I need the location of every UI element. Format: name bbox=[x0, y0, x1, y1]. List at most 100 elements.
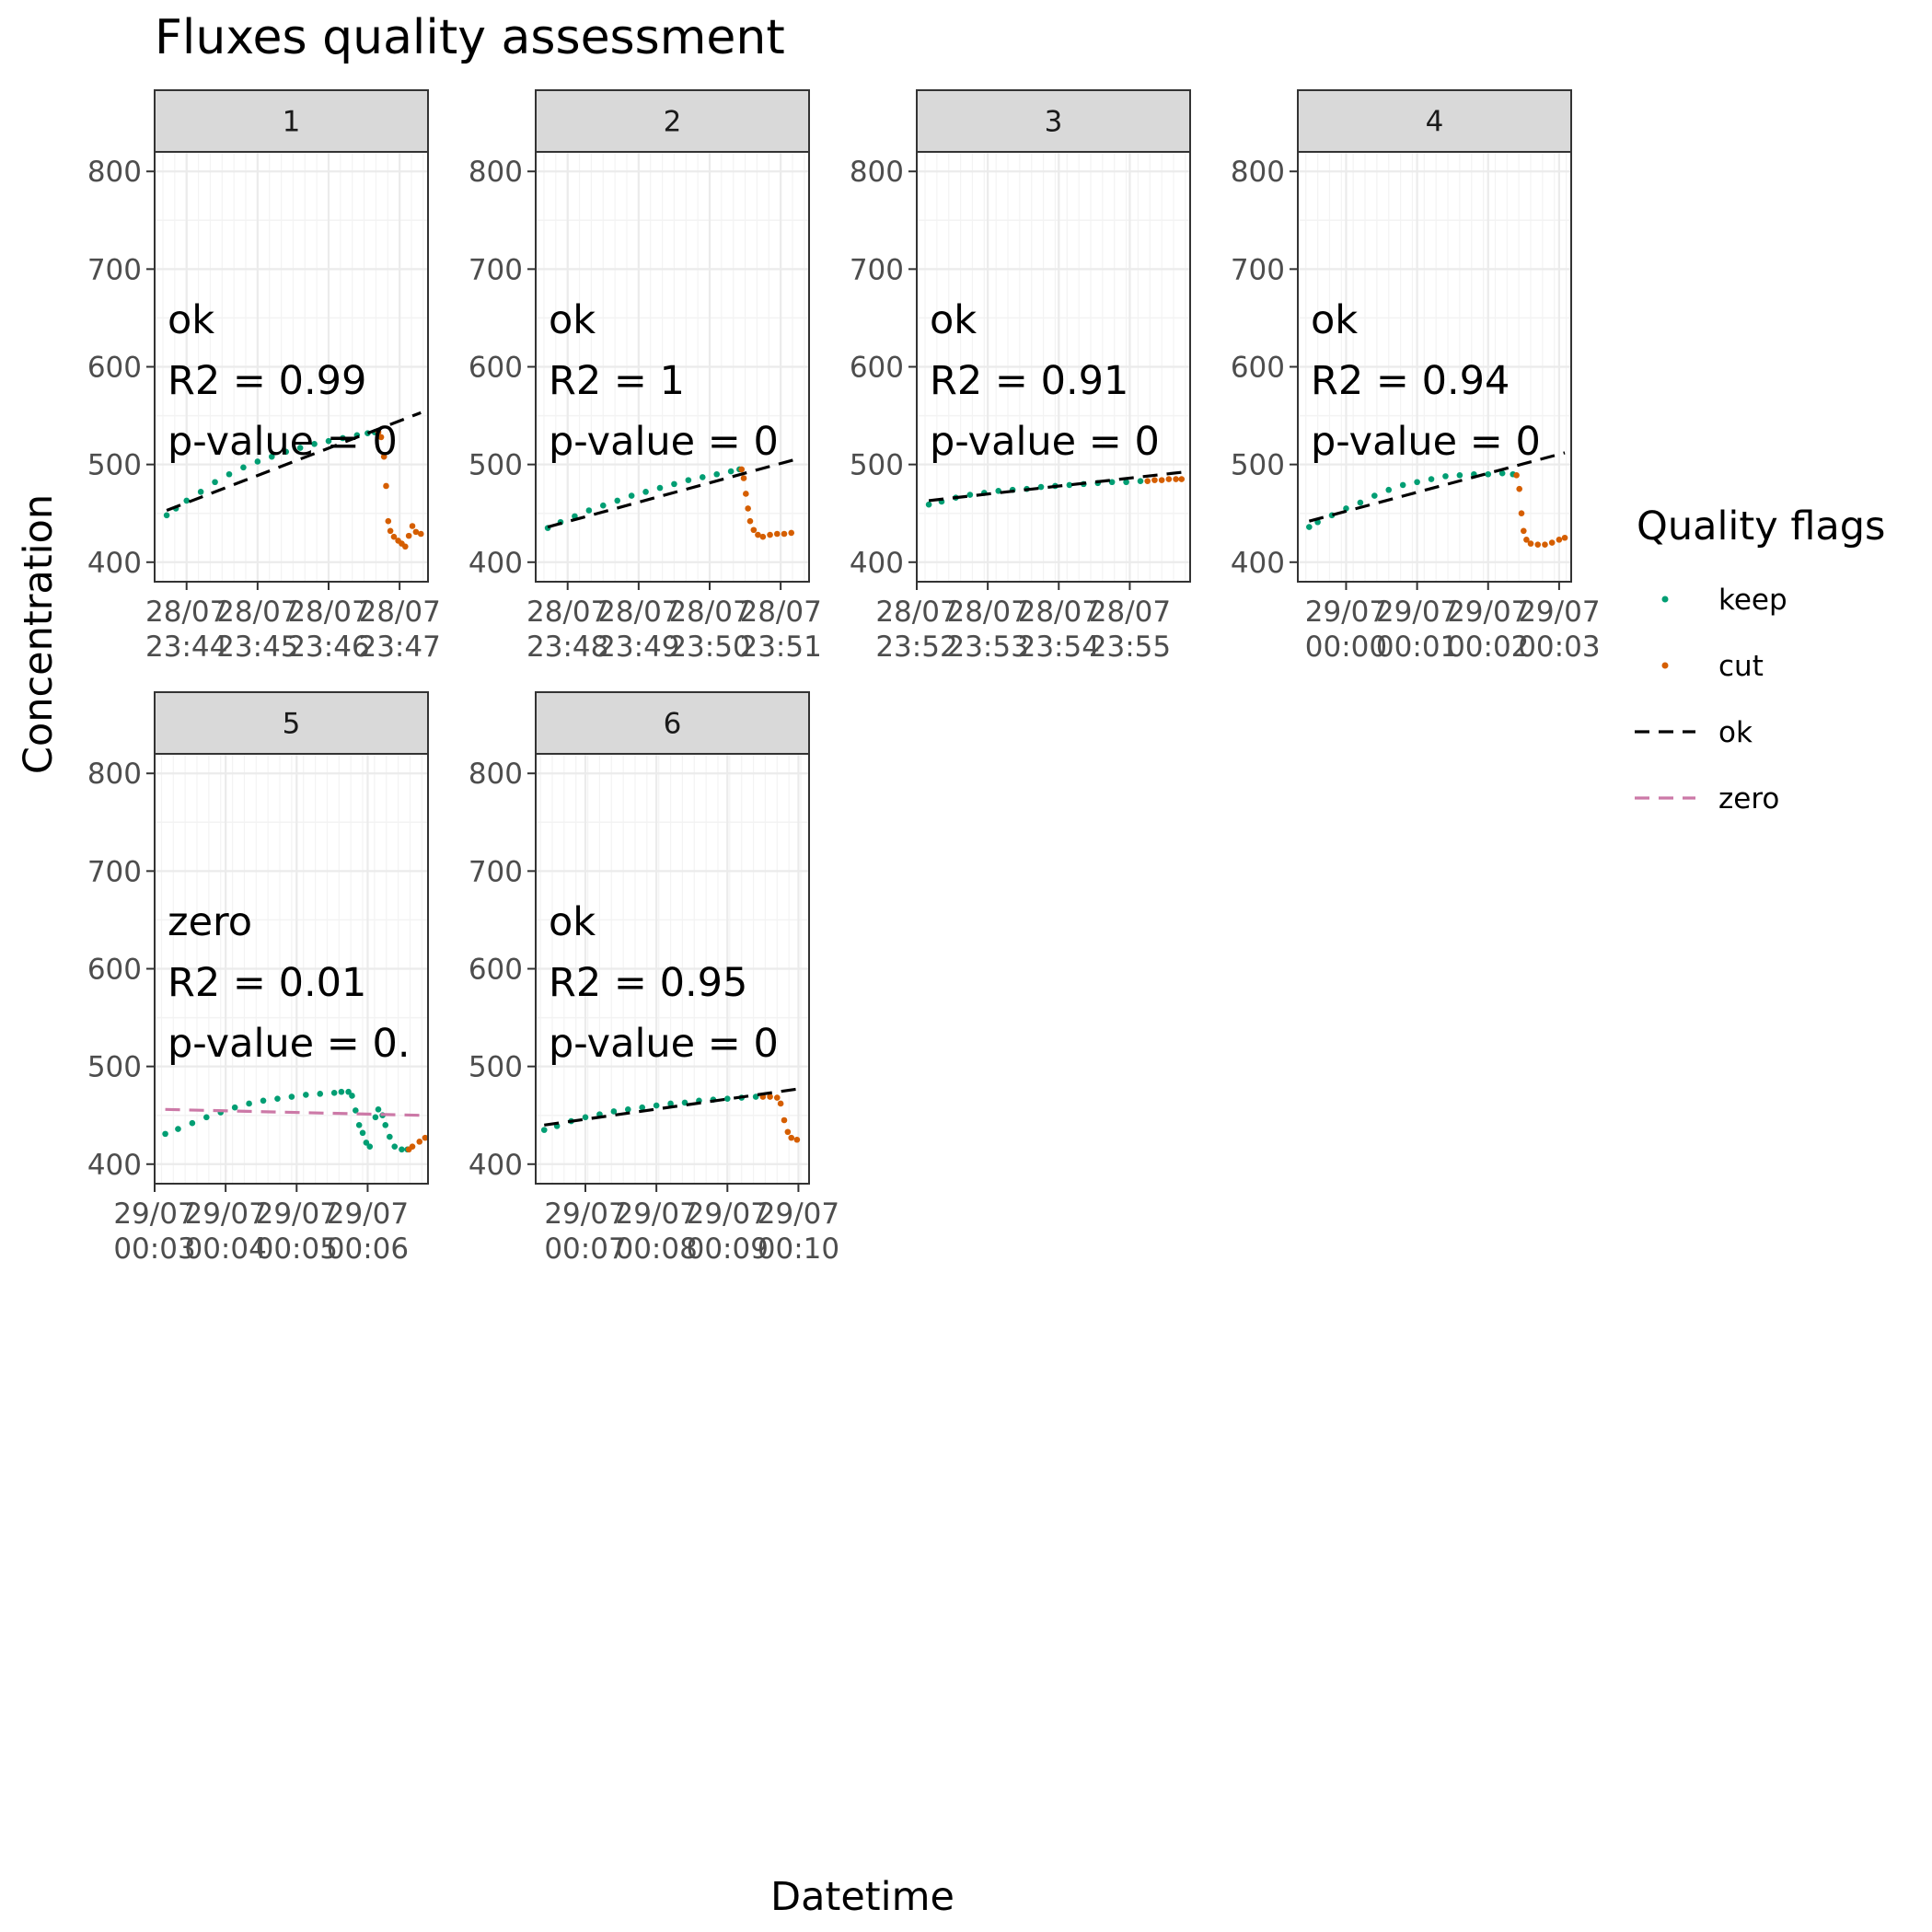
panel-plot-area bbox=[536, 754, 809, 1184]
cut-point bbox=[1523, 537, 1530, 543]
x-tick-label: 23:52 bbox=[875, 631, 957, 664]
keep-point bbox=[355, 1122, 363, 1128]
keep-point bbox=[685, 477, 692, 483]
cut-point bbox=[781, 530, 788, 538]
fit-line-ok bbox=[1308, 451, 1566, 523]
keep-point bbox=[1428, 476, 1435, 482]
cut-point bbox=[743, 491, 749, 497]
legend-label: zero bbox=[1718, 782, 1779, 816]
keep-point bbox=[667, 1100, 674, 1107]
keep-point bbox=[399, 1146, 405, 1153]
x-tick-label: 00:08 bbox=[615, 1232, 697, 1266]
cut-point bbox=[746, 517, 754, 525]
legend-label: ok bbox=[1718, 716, 1753, 749]
keep-point bbox=[1414, 479, 1420, 486]
cut-point bbox=[788, 1134, 795, 1141]
x-tick-label: 29/07 bbox=[544, 1197, 626, 1231]
keep-point bbox=[359, 1129, 366, 1137]
facet-strip bbox=[535, 691, 810, 755]
x-axis-title: Datetime bbox=[770, 1874, 954, 1920]
facet-panel-4: 4 ok R2 = 0.94 p-value = 0 400 500 600 700 800 29… bbox=[1231, 89, 1601, 664]
x-tick-label: 28/07 bbox=[1089, 596, 1171, 629]
keep-point bbox=[382, 1122, 389, 1128]
x-tick-label: 00:09 bbox=[687, 1232, 769, 1266]
keep-point bbox=[614, 497, 621, 504]
x-tick-label: 00:05 bbox=[256, 1232, 338, 1266]
cut-point bbox=[1144, 478, 1151, 484]
x-tick-label: 29/07 bbox=[687, 1197, 769, 1231]
keep-point bbox=[1108, 479, 1116, 486]
annotation-line: R2 = 0.01 bbox=[168, 960, 366, 1006]
facet-strip-label: 4 bbox=[1426, 106, 1444, 139]
cut-point bbox=[390, 533, 398, 540]
keep-point bbox=[713, 470, 721, 478]
keep-point bbox=[1498, 469, 1506, 477]
x-tick-label: 29/07 bbox=[615, 1197, 697, 1231]
x-tick-label: 29/07 bbox=[1447, 596, 1529, 629]
y-tick-label: 700 bbox=[469, 253, 523, 286]
x-tick-label: 28/07 bbox=[216, 596, 298, 629]
legend-title: Quality flags bbox=[1637, 503, 1885, 550]
x-tick-label: 23:47 bbox=[358, 631, 440, 664]
facet-strip-label: 1 bbox=[283, 106, 301, 139]
legend-item-ok: ok bbox=[1635, 716, 1753, 749]
keep-point bbox=[226, 470, 233, 478]
cut-point bbox=[417, 530, 424, 538]
x-tick-label: 29/07 bbox=[1376, 596, 1458, 629]
y-tick-label: 800 bbox=[469, 156, 523, 189]
keep-point bbox=[1442, 473, 1449, 480]
facet-strip-label: 6 bbox=[664, 708, 682, 741]
x-tick-label: 00:10 bbox=[758, 1232, 839, 1266]
keep-point bbox=[197, 489, 204, 495]
keep-point bbox=[311, 441, 318, 447]
annotation-line: p-value = 0. bbox=[168, 1021, 411, 1067]
annotation-line: ok bbox=[1311, 297, 1358, 343]
x-tick-label: 23:55 bbox=[1089, 631, 1171, 664]
legend-key-cut bbox=[1661, 662, 1669, 669]
keep-point bbox=[330, 1089, 338, 1096]
keep-point bbox=[642, 489, 649, 495]
annotation-line: zero bbox=[168, 899, 252, 945]
legend-label: keep bbox=[1718, 584, 1787, 617]
facet-panel-3: 3 ok R2 = 0.91 p-value = 0 400 500 600 700 800 28… bbox=[850, 89, 1191, 664]
cut-point bbox=[781, 1116, 788, 1124]
fit-line-ok bbox=[928, 470, 1182, 503]
cut-point bbox=[1513, 472, 1520, 479]
cut-point bbox=[750, 526, 758, 534]
cut-point bbox=[387, 527, 394, 535]
keep-point bbox=[274, 1095, 281, 1102]
legend-item-cut: cut bbox=[1661, 650, 1764, 683]
cut-point bbox=[1521, 527, 1527, 535]
legend-label: cut bbox=[1718, 650, 1764, 683]
cut-point bbox=[1516, 485, 1522, 492]
y-tick-label: 800 bbox=[1231, 156, 1285, 189]
x-tick-label: 00:07 bbox=[544, 1232, 626, 1266]
y-tick-label: 600 bbox=[1231, 352, 1285, 385]
keep-point bbox=[240, 464, 247, 471]
x-tick-label: 28/07 bbox=[1018, 596, 1100, 629]
keep-point bbox=[363, 1140, 370, 1146]
keep-point bbox=[162, 1130, 168, 1138]
y-tick-label: 600 bbox=[469, 352, 523, 385]
x-tick-label: 00:06 bbox=[327, 1232, 409, 1266]
y-tick-label: 500 bbox=[87, 1051, 142, 1084]
keep-point bbox=[288, 1093, 295, 1100]
y-tick-label: 700 bbox=[87, 253, 142, 286]
x-tick-label: 00:02 bbox=[1447, 631, 1529, 664]
x-tick-label: 28/07 bbox=[526, 596, 608, 629]
y-tick-label: 500 bbox=[1231, 449, 1285, 482]
keep-point bbox=[624, 1106, 631, 1113]
cut-point bbox=[1548, 539, 1556, 546]
x-tick-label: 29/07 bbox=[758, 1197, 839, 1231]
keep-point bbox=[366, 1143, 374, 1150]
keep-point bbox=[1066, 481, 1073, 489]
fit-line-zero bbox=[165, 1107, 420, 1117]
annotation-line: p-value = 0 bbox=[930, 419, 1160, 465]
annotation-line: R2 = 0.91 bbox=[930, 358, 1128, 404]
keep-point bbox=[163, 512, 170, 519]
facet-strip bbox=[535, 89, 810, 153]
cut-point bbox=[773, 530, 781, 538]
y-tick-label: 700 bbox=[469, 855, 523, 888]
x-tick-label: 23:44 bbox=[145, 631, 227, 664]
keep-point bbox=[260, 1097, 267, 1105]
